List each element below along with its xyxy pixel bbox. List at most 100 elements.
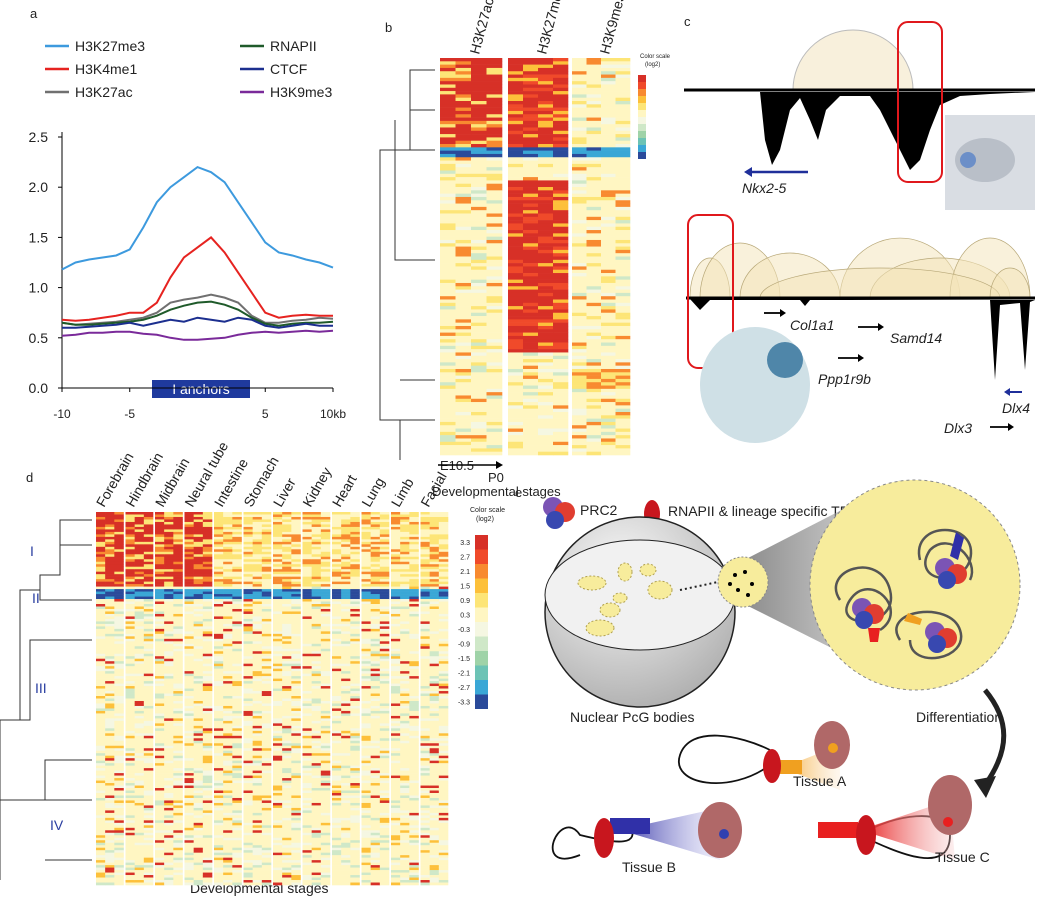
heatmap-cell xyxy=(193,564,204,568)
heatmap-cell xyxy=(261,623,272,627)
heatmap-cell xyxy=(173,524,183,528)
heatmap-cell xyxy=(538,193,554,198)
heatmap-cell xyxy=(273,551,283,555)
heatmap-cell xyxy=(164,636,174,640)
heatmap-cell xyxy=(601,183,616,188)
heatmap-cell xyxy=(184,564,194,568)
heatmap-cell xyxy=(523,253,539,257)
heatmap-cell xyxy=(202,812,213,816)
heatmap-cell xyxy=(440,64,456,69)
heatmap-cell xyxy=(252,770,263,774)
heatmap-cell xyxy=(105,865,115,868)
heatmap-cell xyxy=(243,720,253,724)
heatmap-cell xyxy=(471,276,487,280)
heatmap-cell xyxy=(243,817,253,821)
heatmap-cell xyxy=(96,882,106,886)
heatmap-cell xyxy=(114,531,124,535)
heatmap-cell xyxy=(538,223,554,228)
heatmap-cell xyxy=(105,686,115,689)
heatmap-cell xyxy=(553,362,569,366)
heatmap-cell xyxy=(184,812,194,816)
heatmap-cell xyxy=(105,790,115,794)
heatmap-cell xyxy=(114,750,124,754)
heatmap-cell xyxy=(173,713,183,717)
heatmap-cell xyxy=(125,604,135,607)
heatmap-cell xyxy=(232,735,242,739)
heatmap-cell xyxy=(311,775,322,779)
heatmap-cell xyxy=(193,822,204,826)
heatmap-cell xyxy=(291,539,301,543)
heatmap-cell xyxy=(105,710,115,714)
heatmap-cell xyxy=(184,807,194,811)
heatmap-cell xyxy=(455,428,472,433)
heatmap-cell xyxy=(164,559,174,563)
heatmap-cell xyxy=(523,74,539,79)
heatmap-cell xyxy=(615,263,631,267)
heatmap-cell xyxy=(440,196,456,201)
heatmap-cell xyxy=(223,860,233,863)
heatmap-cell xyxy=(302,556,312,560)
heatmap-cell xyxy=(214,599,224,602)
heatmap-cell xyxy=(155,584,165,587)
heatmap-cell xyxy=(173,621,183,625)
heatmap-cell xyxy=(232,768,242,771)
heatmap-cell xyxy=(508,395,524,400)
cluster-label: II xyxy=(32,590,40,606)
heatmap-cell xyxy=(223,797,233,801)
axis-end: P0 xyxy=(488,470,504,485)
heatmap-cell xyxy=(252,658,263,662)
heatmap-cell xyxy=(273,636,283,640)
heatmap-cell xyxy=(311,713,322,717)
heatmap-cell xyxy=(586,372,602,376)
heatmap-cell xyxy=(302,797,312,801)
heatmap-cell xyxy=(523,335,539,340)
heatmap-cell xyxy=(615,378,631,383)
heatmap-cell xyxy=(125,646,135,650)
heatmap-cell xyxy=(134,815,145,819)
heatmap-cell xyxy=(302,571,312,575)
heatmap-cell xyxy=(601,114,616,118)
heatmap-cell xyxy=(302,616,312,620)
heatmap-cell xyxy=(471,223,487,228)
panel-label: c xyxy=(684,14,691,29)
heatmap-cell xyxy=(615,302,631,307)
heatmap-cell xyxy=(302,678,312,682)
heatmap-cell xyxy=(440,448,456,452)
heatmap-cell xyxy=(508,335,524,340)
heatmap-cell xyxy=(164,661,174,664)
heatmap-cell xyxy=(311,661,322,664)
heatmap-cell xyxy=(114,760,124,764)
heatmap-cell xyxy=(155,576,165,580)
heatmap-cell xyxy=(114,566,124,570)
heatmap-cell xyxy=(155,847,165,851)
heatmap-cell xyxy=(202,877,213,881)
heatmap-cell xyxy=(508,140,524,145)
legend-label: H3K27me3 xyxy=(75,38,145,54)
heatmap-cell xyxy=(134,882,145,886)
heatmap-cell xyxy=(202,765,213,769)
heatmap-cell xyxy=(252,735,263,739)
heatmap-cell xyxy=(538,335,554,340)
heatmap-cell xyxy=(553,127,569,132)
heatmap-cell xyxy=(214,703,224,707)
heatmap-cell xyxy=(214,810,224,814)
heatmap-cell xyxy=(302,700,312,704)
heatmap-cell xyxy=(164,753,174,756)
heatmap-cell xyxy=(184,792,194,796)
heatmap-cell xyxy=(202,850,213,853)
heatmap-cell xyxy=(214,696,224,699)
heatmap-cell xyxy=(291,653,301,657)
heatmap-cell xyxy=(214,802,224,806)
heatmap-cell xyxy=(164,546,174,550)
heatmap-cell xyxy=(193,698,204,702)
heatmap-cell xyxy=(261,840,272,844)
heatmap-cell xyxy=(615,64,631,69)
heatmap-cell xyxy=(105,641,115,645)
heatmap-cell xyxy=(114,676,124,679)
heatmap-cell xyxy=(252,581,263,585)
heatmap-cell xyxy=(105,783,115,786)
heatmap-cell xyxy=(252,561,263,565)
heatmap-cell xyxy=(455,451,472,456)
heatmap-cell xyxy=(193,549,204,553)
heatmap-cell xyxy=(114,536,124,540)
